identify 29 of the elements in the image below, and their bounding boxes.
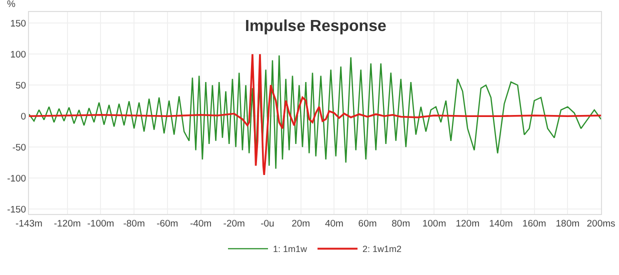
x-tick-label: 80m [392, 218, 410, 230]
x-tick-label: 140m [489, 218, 513, 230]
x-tick-label: -20m [223, 218, 246, 230]
x-tick-label: 120m [456, 218, 480, 230]
x-tick-label: 20m [292, 218, 310, 230]
x-tick-label: 200ms [586, 218, 616, 230]
x-tick-label: -100m [87, 218, 114, 230]
x-tick-label: 180m [556, 218, 580, 230]
x-tick-label: 100m [422, 218, 446, 230]
y-tick-label: 50 [16, 80, 26, 92]
chart-title: Impulse Response [245, 18, 386, 35]
x-tick-label: -0u [260, 218, 274, 230]
x-tick-label: -40m [190, 218, 212, 230]
y-tick-label: -150 [7, 204, 26, 216]
y-tick-label: 100 [10, 49, 26, 60]
x-tick-label: 40m [324, 218, 344, 230]
x-tick-label: 60m [358, 218, 377, 230]
y-tick-label: 0 [20, 111, 26, 122]
y-axis-title: % [7, 0, 16, 10]
x-tick-label: -60m [156, 218, 178, 230]
x-tick-label: -120m [54, 218, 81, 230]
legend-label: 2: 1w1m2 [362, 244, 402, 254]
y-tick-label: -100 [7, 173, 26, 184]
x-tick-label: -80m [123, 218, 145, 230]
y-tick-label: -50 [12, 142, 26, 154]
y-tick-label: 150 [10, 18, 26, 30]
x-tick-label: 160m [522, 218, 546, 230]
x-tick-label: -143m [16, 218, 43, 230]
legend-label: 1: 1m1w [273, 244, 308, 254]
